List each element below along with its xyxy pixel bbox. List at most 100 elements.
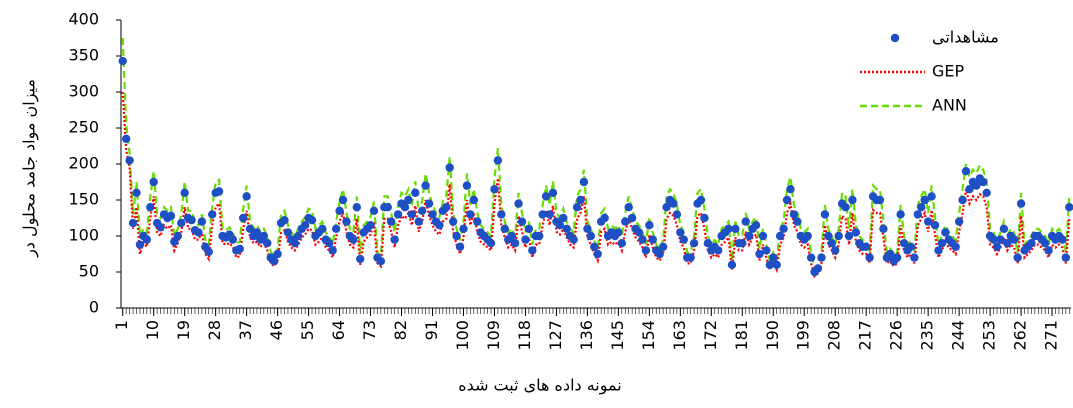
data-point	[662, 203, 671, 212]
data-point	[535, 231, 544, 241]
data-point	[648, 235, 657, 244]
data-point	[366, 221, 375, 230]
data-point	[572, 203, 582, 212]
data-point	[992, 242, 1002, 251]
data-point	[263, 239, 272, 248]
data-point	[545, 210, 554, 219]
data-point	[273, 249, 282, 259]
data-point	[328, 246, 337, 255]
data-point	[493, 156, 503, 165]
data-point	[920, 195, 929, 205]
data-point	[452, 231, 461, 241]
x-tick-label: 55	[298, 320, 317, 340]
data-point	[989, 235, 998, 244]
data-point	[1040, 239, 1050, 248]
data-point	[204, 247, 213, 257]
data-point	[765, 260, 775, 269]
data-point	[831, 246, 840, 255]
data-point	[658, 242, 668, 251]
data-point	[896, 210, 905, 219]
data-point	[187, 215, 196, 225]
data-point	[689, 239, 699, 248]
data-point	[252, 228, 262, 237]
data-point	[848, 195, 857, 205]
x-tick-label: 82	[391, 320, 410, 340]
data-point	[121, 134, 131, 143]
data-point	[404, 195, 413, 205]
data-point	[913, 210, 923, 219]
data-point	[775, 231, 785, 241]
data-point	[982, 188, 991, 197]
x-tick-label: 217	[856, 320, 875, 351]
x-tick-label: 235	[918, 320, 937, 351]
data-point	[290, 239, 300, 248]
data-point	[965, 185, 974, 194]
data-point	[941, 228, 950, 237]
data-point	[927, 192, 936, 201]
data-point	[851, 228, 861, 237]
x-tick-label: 136	[577, 320, 596, 351]
data-point	[727, 260, 737, 269]
data-point	[177, 218, 186, 228]
data-point	[996, 235, 1005, 244]
data-point	[521, 235, 530, 244]
data-point	[294, 231, 303, 241]
data-point	[208, 210, 217, 219]
data-point	[455, 242, 465, 251]
data-point	[627, 213, 637, 223]
data-point	[541, 192, 551, 201]
data-point	[238, 213, 248, 223]
data-point	[590, 242, 599, 251]
data-point	[1058, 235, 1067, 244]
data-point	[421, 181, 430, 190]
data-point	[393, 210, 403, 219]
data-point	[593, 249, 602, 259]
data-point	[731, 224, 740, 233]
data-point	[414, 217, 423, 226]
data-point	[386, 217, 396, 226]
data-point	[865, 253, 874, 262]
data-point	[641, 246, 651, 255]
data-point	[724, 224, 733, 233]
data-point	[1013, 253, 1022, 262]
y-tick-label: 100	[68, 226, 99, 245]
x-tick-label: 91	[422, 320, 441, 340]
data-point	[235, 244, 244, 254]
data-point	[861, 242, 871, 251]
data-point	[751, 221, 761, 230]
data-point	[679, 235, 688, 244]
data-point	[1061, 253, 1071, 262]
x-tick-label: 271	[1042, 320, 1061, 351]
data-point	[600, 213, 609, 223]
data-point	[772, 260, 781, 269]
data-point	[813, 264, 823, 273]
data-point	[300, 221, 310, 230]
data-point	[318, 224, 327, 233]
data-point	[586, 231, 596, 241]
data-point	[180, 188, 189, 197]
x-tick-label: 253	[980, 320, 999, 351]
data-point	[999, 224, 1009, 233]
data-point	[892, 253, 902, 262]
data-point	[352, 203, 361, 212]
data-point	[469, 195, 479, 205]
x-tick-label: 73	[360, 320, 379, 340]
data-point	[280, 215, 289, 225]
data-point	[624, 203, 633, 212]
x-tick-label: 1	[112, 320, 131, 330]
data-point	[879, 224, 888, 233]
data-point	[245, 224, 255, 233]
data-point	[166, 211, 176, 221]
data-point	[442, 203, 451, 212]
data-point	[390, 235, 399, 244]
data-point	[342, 217, 351, 226]
data-point	[428, 210, 437, 219]
data-point	[524, 224, 534, 233]
data-point	[703, 239, 713, 248]
data-point	[466, 210, 475, 219]
data-point	[569, 235, 578, 244]
data-point	[118, 56, 127, 66]
data-point	[1044, 246, 1053, 255]
data-point	[400, 203, 410, 212]
data-point	[875, 195, 885, 205]
